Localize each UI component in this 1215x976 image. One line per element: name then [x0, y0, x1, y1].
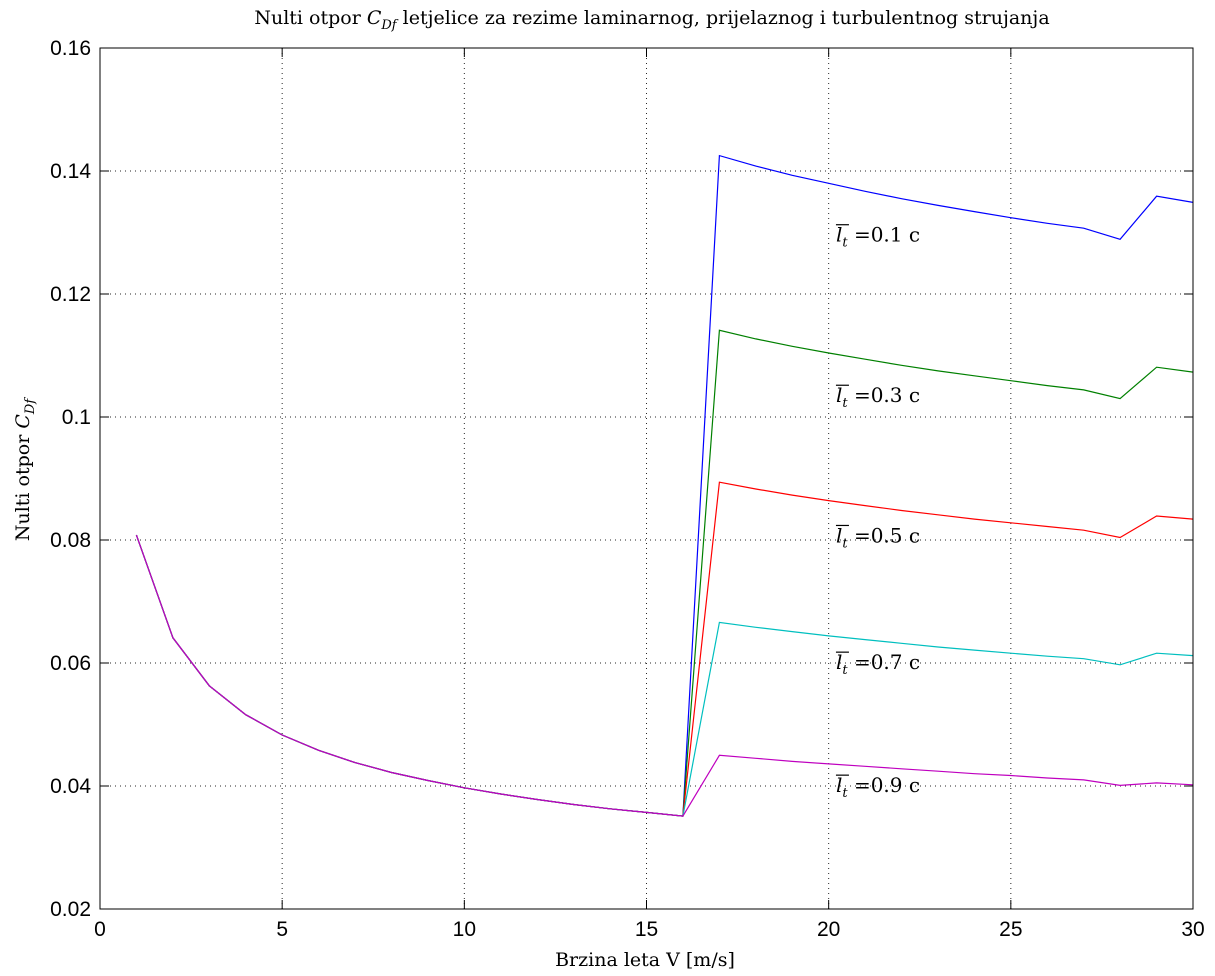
series-annotation-4: lt =0.7 c: [835, 650, 920, 678]
series-annotation-2: lt =0.3 c: [835, 383, 920, 411]
y-tick-label: 0.1: [62, 406, 91, 429]
x-tick-label: 30: [1181, 918, 1204, 941]
y-tick-label: 0.02: [50, 898, 91, 921]
y-axis-label: Nulti otpor CDf: [12, 397, 38, 541]
grid: [100, 48, 1193, 909]
y-tick-label: 0.16: [50, 37, 91, 60]
series-annotation-3: lt =0.5 c: [835, 523, 920, 551]
title-symbol: C: [367, 7, 382, 29]
x-tick-label: 15: [635, 918, 658, 941]
x-axis-label: Brzina leta V [m/s]: [555, 949, 735, 971]
y-tick-label: 0.06: [50, 652, 91, 675]
y-tick-label: 0.12: [50, 283, 91, 306]
y-tick-label: 0.14: [50, 160, 91, 183]
y-tick-label: 0.04: [50, 775, 91, 798]
chart-title: Nulti otpor CDf letjelice za rezime lami…: [254, 7, 1049, 33]
annotation-text: lt =0.9 c: [836, 773, 920, 801]
series-line-3: [135, 481, 1194, 817]
series-annotation-1: lt =0.1 c: [835, 223, 920, 251]
y-tick-label: 0.08: [50, 529, 91, 552]
annotation-text: lt =0.7 c: [836, 650, 920, 678]
series-line-4: [135, 534, 1194, 817]
x-tick-label: 0: [94, 918, 106, 941]
series-line-5: [135, 534, 1194, 817]
series-group: [135, 154, 1194, 817]
annotations: lt =0.1 c lt =0.3 c lt =0.5 c lt =0.7 c lt =…: [835, 223, 920, 801]
series-annotation-5: lt =0.9 c: [835, 773, 920, 801]
annotation-text: lt =0.1 c: [836, 223, 920, 251]
x-tick-label: 10: [453, 918, 476, 941]
ticks: 0 5 10 15 20 25 30 0.02 0.04 0.06 0.08 0.1 0.12 0.14 0…: [50, 37, 1205, 941]
series-line-1: [135, 154, 1194, 817]
x-tick-label: 25: [999, 918, 1022, 941]
title-subscript: Df: [380, 18, 398, 33]
series-line-2: [135, 329, 1194, 817]
x-tick-label: 5: [276, 918, 288, 941]
annotation-text: lt =0.3 c: [836, 383, 920, 411]
x-tick-label: 20: [817, 918, 840, 941]
annotation-text: lt =0.5 c: [836, 523, 920, 551]
ylabel-symbol: C: [12, 414, 34, 429]
ylabel-subscript: Df: [23, 397, 38, 415]
